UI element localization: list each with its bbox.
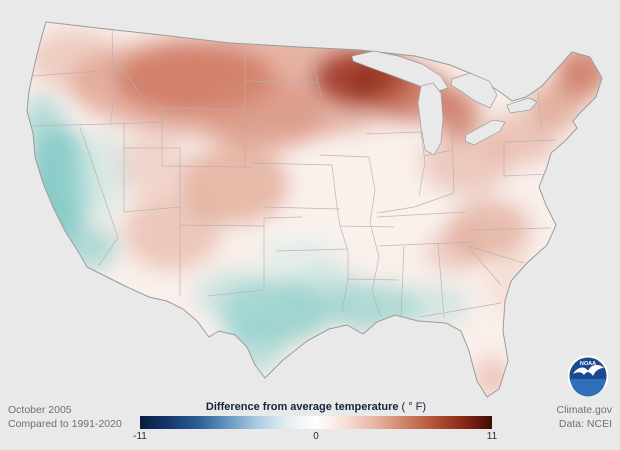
colorbar-title-text: Difference from average temperature	[205, 401, 399, 413]
colorbar-tick-max: 11	[486, 431, 498, 442]
lake-superior	[351, 50, 449, 93]
colorbar-tick-min: -11	[133, 431, 147, 442]
caption-period: October 2005	[8, 404, 72, 416]
lake-huron	[450, 72, 498, 109]
colorbar-tick-zero: 0	[313, 431, 319, 442]
map-land	[27, 22, 602, 397]
map-credits: Climate.gov Data: NCEI	[557, 404, 612, 432]
credit-data: Data: NCEI	[558, 417, 612, 430]
noaa-logo-text: NOAA	[580, 361, 596, 367]
caption-baseline: Compared to 1991-2020	[8, 417, 122, 430]
state-borders	[27, 27, 557, 319]
lake-michigan	[417, 82, 444, 156]
credit-site: Climate.gov	[556, 404, 612, 416]
lake-ontario	[506, 97, 538, 114]
anomaly-field	[27, 30, 602, 397]
colorbar-unit: ( ° F)	[401, 401, 427, 413]
noaa-logo: NOAA	[567, 355, 609, 397]
noaa-logo-globe	[570, 379, 606, 397]
us-outline	[26, 21, 603, 398]
colorbar-title: Difference from average temperature( ° F…	[140, 401, 492, 413]
colorbar-ticks: -11 0 11	[133, 431, 497, 444]
lake-erie	[464, 119, 506, 146]
great-lakes	[351, 50, 538, 156]
map-caption: October 2005 Compared to 1991-2020	[8, 404, 122, 432]
colorbar-gradient	[140, 416, 492, 429]
colorbar-legend: Difference from average temperature( ° F…	[133, 401, 497, 444]
noaa-gull-icon	[573, 364, 604, 376]
